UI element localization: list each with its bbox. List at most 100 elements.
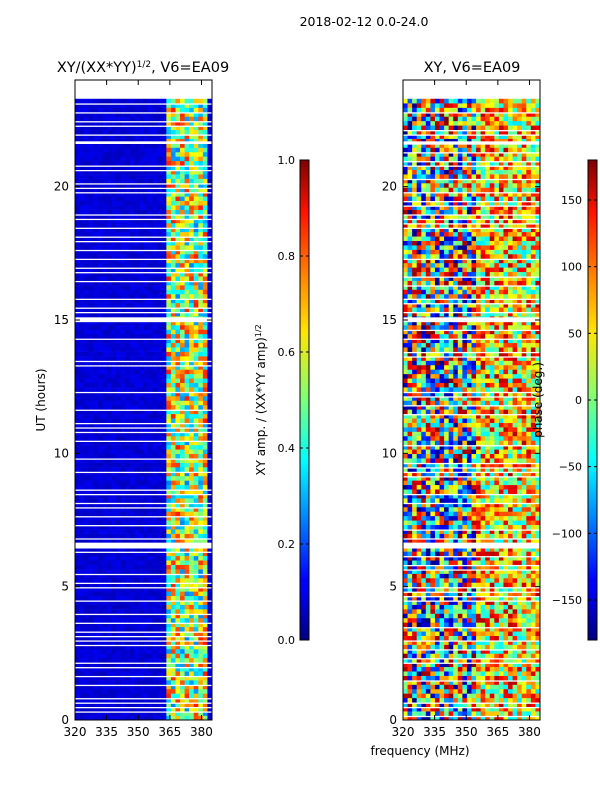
heatmap-cell bbox=[84, 715, 90, 720]
heatmap-cell bbox=[75, 342, 80, 348]
heatmap-cell bbox=[412, 640, 418, 645]
heatmap-cell bbox=[125, 467, 131, 472]
heatmap-cell bbox=[97, 546, 103, 552]
heatmap-cell bbox=[193, 560, 199, 565]
heatmap-cell bbox=[202, 564, 208, 570]
heatmap-cell bbox=[75, 254, 80, 259]
heatmap-cell bbox=[111, 165, 117, 170]
heatmap-cell bbox=[152, 617, 158, 623]
heatmap-cell bbox=[120, 147, 126, 153]
heatmap-cell bbox=[116, 369, 122, 375]
heatmap-cell bbox=[161, 502, 167, 508]
heatmap-cell bbox=[193, 449, 199, 455]
heatmap-cell bbox=[198, 506, 204, 512]
heatmap-cell bbox=[166, 467, 172, 472]
heatmap-cell bbox=[97, 435, 103, 441]
heatmap-cell bbox=[161, 262, 167, 268]
heatmap-cell bbox=[530, 653, 536, 659]
heatmap-cell bbox=[166, 715, 172, 720]
heatmap-cell bbox=[120, 604, 126, 610]
heatmap-cell bbox=[129, 702, 135, 707]
heatmap-cell bbox=[129, 178, 135, 184]
heatmap-cell bbox=[193, 138, 199, 144]
heatmap-cell bbox=[453, 671, 459, 676]
heatmap-cell bbox=[471, 648, 477, 654]
heatmap-cell bbox=[175, 688, 181, 694]
heatmap-cell bbox=[421, 680, 427, 685]
heatmap-cell bbox=[157, 174, 163, 179]
heatmap-cell bbox=[512, 684, 518, 690]
heatmap-cell bbox=[75, 209, 80, 215]
heatmap-cell bbox=[111, 369, 117, 375]
heatmap-cell bbox=[184, 400, 190, 406]
heatmap-cell bbox=[138, 356, 144, 361]
heatmap-cell bbox=[129, 98, 135, 104]
heatmap-cell bbox=[485, 662, 491, 668]
heatmap-cell bbox=[184, 227, 190, 233]
heatmap-cell bbox=[106, 706, 112, 712]
heatmap-cell bbox=[471, 680, 477, 685]
heatmap-cell bbox=[75, 564, 80, 570]
heatmap-cell bbox=[125, 418, 131, 423]
heatmap-cell bbox=[143, 98, 149, 104]
heatmap-cell bbox=[148, 515, 154, 521]
heatmap-cell bbox=[138, 262, 144, 268]
heatmap-cell bbox=[84, 214, 90, 219]
heatmap-cell bbox=[430, 626, 436, 632]
heatmap-cell bbox=[453, 693, 459, 699]
heatmap-cell bbox=[143, 671, 149, 676]
heatmap-cell bbox=[170, 595, 176, 601]
heatmap-cell bbox=[102, 577, 108, 583]
heatmap-cell bbox=[434, 702, 440, 707]
heatmap-cell bbox=[116, 262, 122, 268]
heatmap-cell bbox=[79, 444, 85, 450]
heatmap-cell bbox=[508, 626, 513, 632]
flagged-row bbox=[75, 364, 212, 367]
heatmap-cell bbox=[120, 715, 126, 720]
heatmap-cell bbox=[148, 360, 154, 366]
heatmap-cell bbox=[157, 480, 163, 486]
heatmap-cell bbox=[102, 617, 108, 623]
heatmap-cell bbox=[148, 107, 154, 113]
heatmap-cell bbox=[403, 684, 408, 690]
heatmap-cell bbox=[184, 147, 190, 153]
heatmap-cell bbox=[157, 98, 163, 104]
heatmap-cell bbox=[184, 480, 190, 486]
heatmap-cell bbox=[161, 484, 167, 490]
heatmap-cell bbox=[202, 467, 208, 472]
heatmap-cell bbox=[193, 675, 199, 681]
heatmap-cell bbox=[180, 653, 185, 659]
heatmap-cell bbox=[180, 564, 185, 570]
heatmap-cell bbox=[175, 489, 181, 494]
heatmap-cell bbox=[75, 498, 80, 503]
heatmap-cell bbox=[180, 289, 185, 295]
heatmap-cell bbox=[120, 116, 126, 122]
heatmap-cell bbox=[138, 644, 144, 650]
heatmap-cell bbox=[148, 116, 154, 122]
heatmap-cell bbox=[512, 715, 518, 720]
heatmap-cell bbox=[93, 560, 99, 565]
heatmap-cell bbox=[157, 569, 163, 574]
heatmap-cell bbox=[198, 143, 204, 148]
heatmap-cell bbox=[134, 191, 140, 197]
heatmap-cell bbox=[489, 688, 495, 694]
heatmap-cell bbox=[134, 111, 140, 117]
heatmap-cell bbox=[444, 644, 450, 650]
heatmap-cell bbox=[466, 697, 472, 703]
heatmap-cell bbox=[120, 693, 126, 699]
heatmap-cell bbox=[448, 635, 454, 641]
heatmap-cell bbox=[79, 285, 85, 290]
heatmap-cell bbox=[93, 254, 99, 259]
heatmap-cell bbox=[106, 515, 112, 521]
heatmap-cell bbox=[75, 453, 80, 459]
flagged-row bbox=[75, 338, 212, 340]
heatmap-cell bbox=[106, 138, 112, 144]
heatmap-cell bbox=[189, 293, 195, 299]
heatmap-cell bbox=[207, 688, 212, 694]
heatmap-cell bbox=[184, 196, 190, 202]
heatmap-cell bbox=[116, 515, 122, 521]
heatmap-cell bbox=[134, 178, 140, 184]
heatmap-cell bbox=[184, 533, 190, 539]
heatmap-cell bbox=[184, 418, 190, 423]
heatmap-cell bbox=[517, 671, 523, 676]
